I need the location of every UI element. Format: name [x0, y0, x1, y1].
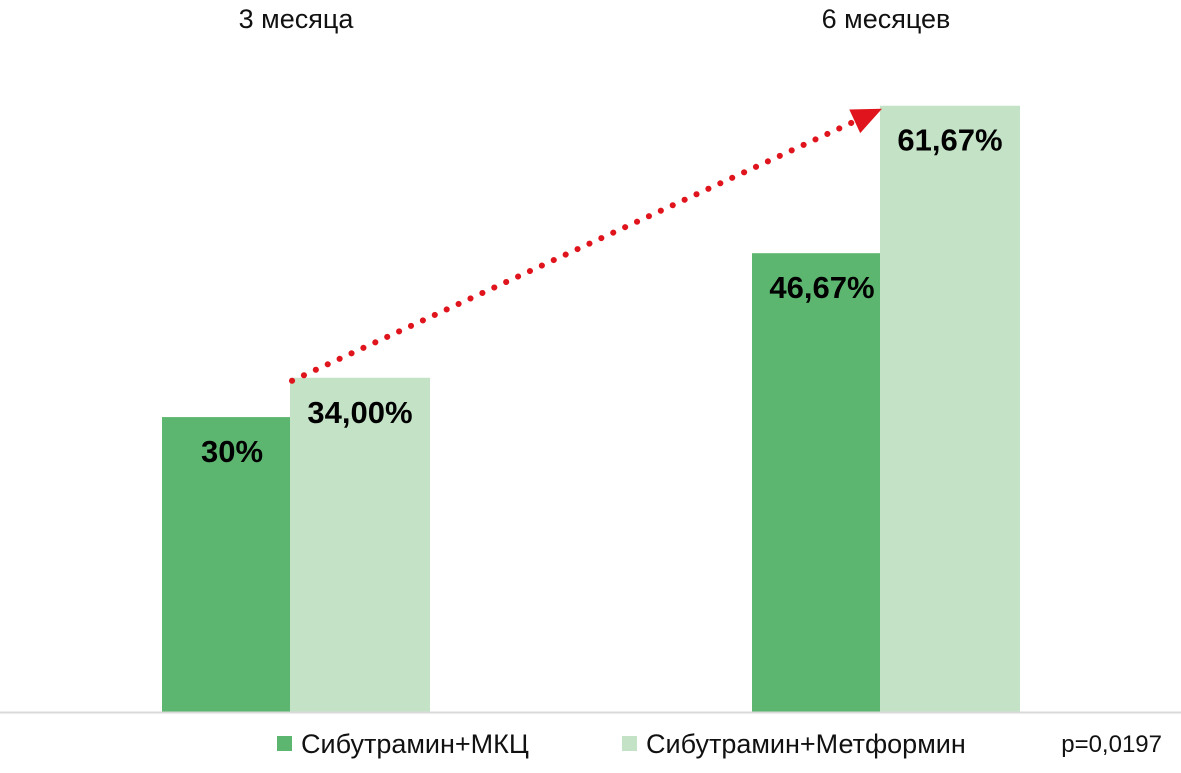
p-value-note: p=0,0197: [1061, 731, 1162, 758]
bar-series-2-category-1: [290, 377, 430, 712]
bars-layer: [162, 105, 1020, 713]
category-label-1: 3 месяца: [239, 4, 355, 34]
data-label-series-2-category-1: 34,00%: [307, 395, 412, 430]
legend: Сибутрамин+МКЦ Сибутрамин+Метформин p=0,01…: [277, 729, 1162, 759]
annotation-layer: [289, 108, 882, 384]
legend-swatch-series-1: [277, 736, 292, 751]
trend-arrow-head: [849, 108, 882, 134]
bar-series-1-category-1: [162, 417, 302, 712]
labels-layer: 30% 46,67% 34,00% 61,67% 3 месяца 6 месяцев: [201, 4, 1003, 469]
bar-series-1-category-2: [752, 253, 892, 712]
legend-swatch-series-2: [622, 736, 637, 751]
category-label-2: 6 месяцев: [822, 4, 951, 34]
bar-series-2-category-2: [880, 105, 1020, 713]
trend-arrow-line: [289, 118, 858, 384]
legend-label-series-2: Сибутрамин+Метформин: [646, 729, 966, 759]
data-label-series-1-category-2: 46,67%: [769, 270, 874, 305]
legend-label-series-1: Сибутрамин+МКЦ: [301, 729, 529, 759]
data-label-series-1-category-1: 30%: [201, 434, 263, 469]
data-label-series-2-category-2: 61,67%: [897, 123, 1002, 158]
